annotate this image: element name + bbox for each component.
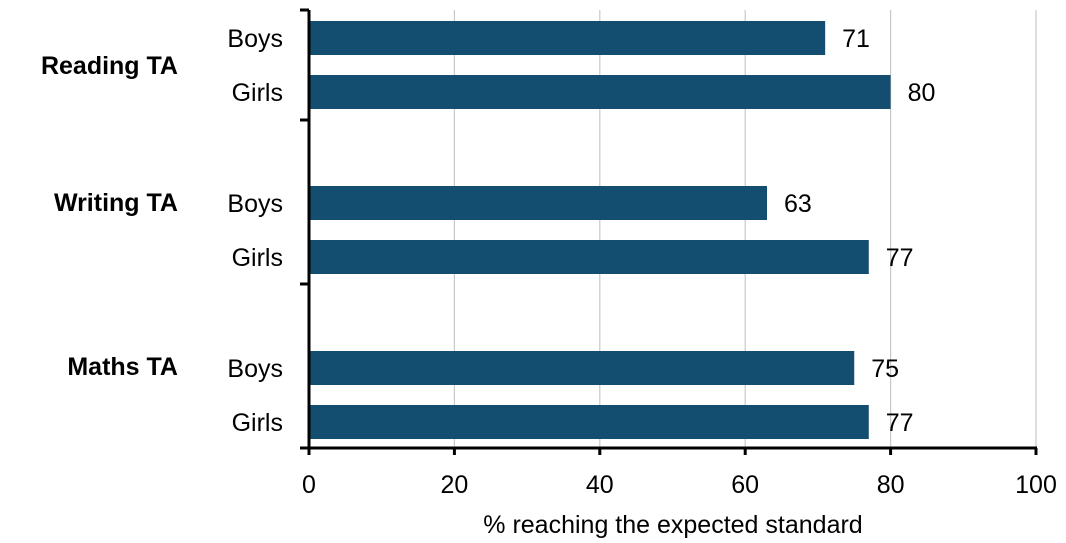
category-label: Girls bbox=[232, 79, 283, 107]
group-label: Writing TA bbox=[54, 189, 178, 217]
bar-reading-ta-boys bbox=[309, 21, 826, 55]
group-label: Reading TA bbox=[41, 52, 178, 80]
category-label: Girls bbox=[232, 244, 283, 272]
bar-maths-ta-girls bbox=[309, 405, 869, 439]
bars bbox=[309, 21, 891, 439]
category-label: Boys bbox=[227, 25, 283, 53]
category-label: Girls bbox=[232, 409, 283, 437]
x-tick-label: 100 bbox=[1015, 471, 1057, 499]
category-label: Boys bbox=[227, 190, 283, 218]
bar-writing-ta-boys bbox=[309, 186, 768, 220]
x-tick-label: 40 bbox=[586, 471, 614, 499]
x-tick-label: 20 bbox=[440, 471, 468, 499]
x-tick-label: 60 bbox=[731, 471, 759, 499]
bar-maths-ta-boys bbox=[309, 351, 855, 385]
data-label: 75 bbox=[871, 355, 899, 383]
labels: 0 20 40 60 80 100 Boys 71 Girls 80 Reading TA Boys 6… bbox=[41, 25, 1057, 499]
data-label: 80 bbox=[908, 79, 936, 107]
x-axis-title: % reaching the expected standard bbox=[483, 511, 862, 539]
data-label: 71 bbox=[842, 25, 870, 53]
group-label: Maths TA bbox=[67, 353, 178, 381]
category-label: Boys bbox=[227, 355, 283, 383]
axes bbox=[300, 8, 1038, 455]
bar-writing-ta-girls bbox=[309, 240, 869, 274]
x-tick-label: 80 bbox=[877, 471, 905, 499]
data-label: 77 bbox=[886, 409, 914, 437]
data-label: 77 bbox=[886, 244, 914, 272]
x-tick-label: 0 bbox=[302, 471, 316, 499]
data-label: 63 bbox=[784, 190, 812, 218]
bar-reading-ta-girls bbox=[309, 75, 891, 109]
